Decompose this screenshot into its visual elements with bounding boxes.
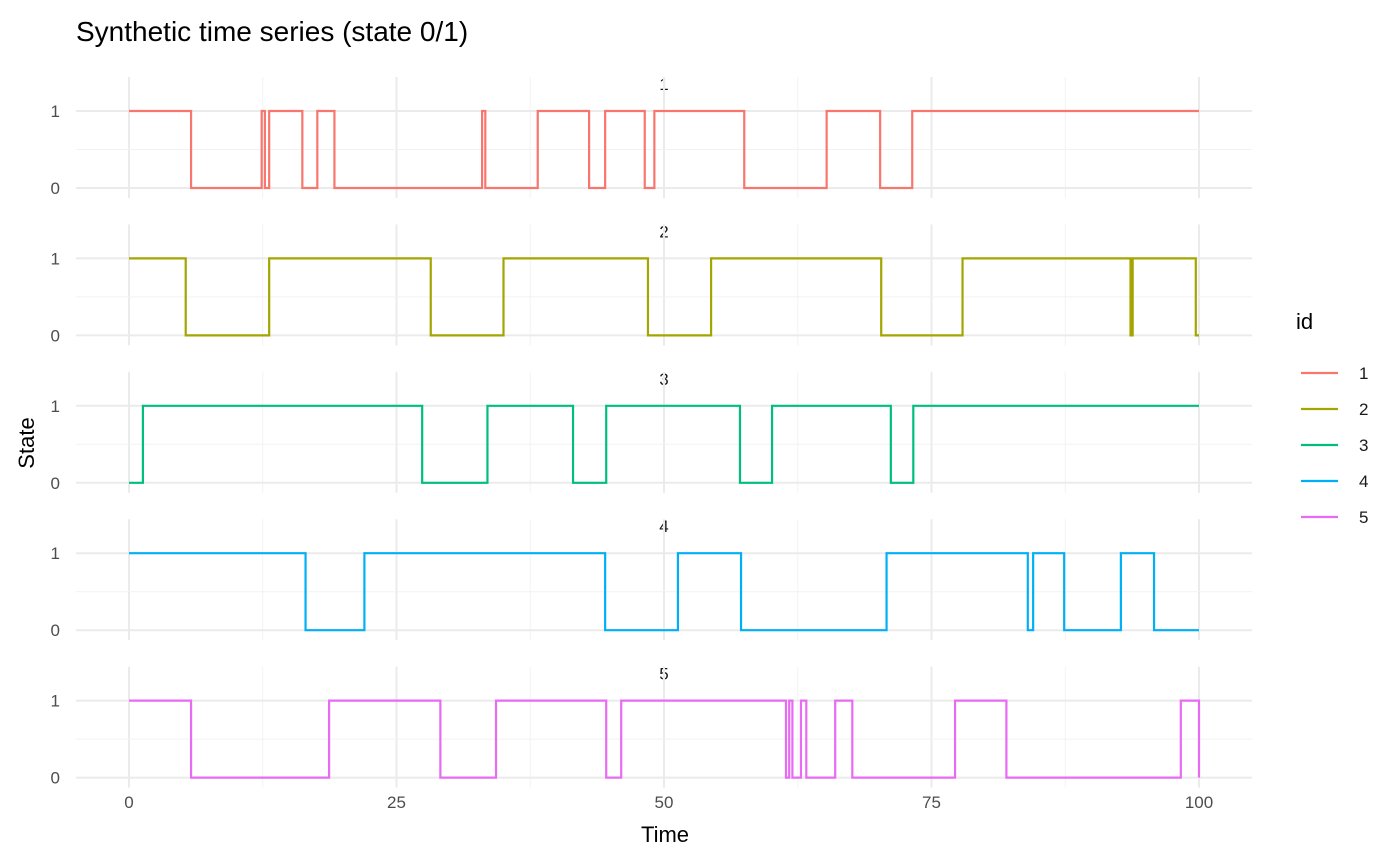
y-tick-label: 1 — [51, 692, 60, 711]
x-tick-label: 0 — [124, 793, 133, 812]
facet-panel-2: 201 — [51, 222, 1252, 346]
legend-label-5: 5 — [1359, 508, 1368, 527]
legend-label-3: 3 — [1359, 436, 1368, 455]
y-tick-label: 0 — [51, 474, 60, 493]
x-axis: 0 25 50 75 100 — [124, 793, 1213, 812]
y-tick-label: 1 — [51, 397, 60, 416]
series-line-5 — [129, 699, 1201, 779]
y-tick-label: 1 — [51, 102, 60, 121]
legend-label-4: 4 — [1359, 472, 1368, 491]
facet-panel-4: 401 — [51, 517, 1252, 641]
y-tick-label: 1 — [51, 544, 60, 563]
facet-panel-3: 301 — [51, 370, 1252, 493]
y-tick-label: 0 — [51, 769, 60, 788]
y-tick-label: 0 — [51, 326, 60, 345]
x-tick-label: 75 — [922, 793, 941, 812]
legend: id 1 2 3 4 5 — [1296, 309, 1368, 527]
series-line-1 — [129, 109, 1199, 190]
legend-label-2: 2 — [1359, 400, 1368, 419]
chart-title: Synthetic time series (state 0/1) — [76, 16, 468, 47]
series-line-3 — [129, 404, 1199, 484]
series-line-4 — [129, 552, 1199, 632]
y-tick-label: 0 — [51, 179, 60, 198]
y-tick-label: 0 — [51, 621, 60, 640]
legend-title: id — [1296, 309, 1313, 334]
x-tick-label: 25 — [387, 793, 406, 812]
x-tick-label: 100 — [1185, 793, 1213, 812]
y-tick-label: 1 — [51, 249, 60, 268]
facet-panel-5: 501 — [51, 665, 1252, 788]
facet-panels: 101201301401501 — [51, 75, 1252, 788]
legend-label-1: 1 — [1359, 364, 1368, 383]
facet-panel-1: 101 — [51, 75, 1252, 198]
x-tick-label: 50 — [655, 793, 674, 812]
series-line-2 — [129, 257, 1199, 337]
x-axis-title: Time — [641, 822, 689, 847]
y-axis-title: State — [14, 417, 39, 468]
